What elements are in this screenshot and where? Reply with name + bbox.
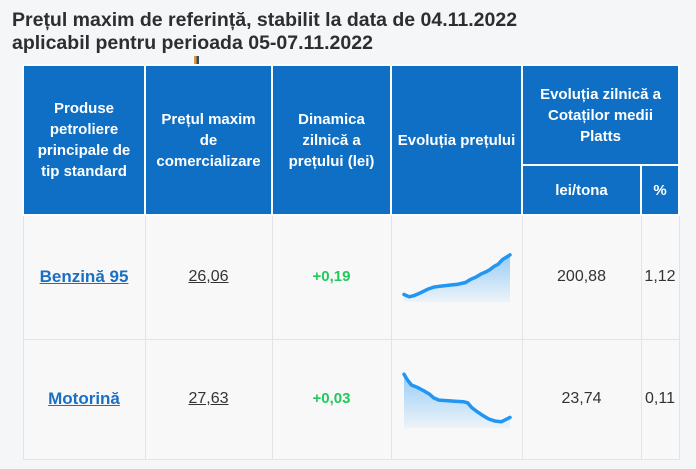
page-title: Prețul maxim de referință, stabilit la d… <box>0 0 696 55</box>
price-table-container: Produse petroliere principale de tip sta… <box>22 64 696 460</box>
table-row-benzina: Benzină 95 26,06 +0,19 200,88 1,12 <box>22 214 680 340</box>
cell-sparkline <box>390 214 523 340</box>
cell-platts-pct: 1,12 <box>640 214 680 340</box>
page-title-line1: Prețul maxim de referință, stabilit la d… <box>12 9 518 31</box>
price-table: Produse petroliere principale de tip sta… <box>22 64 680 460</box>
header-platts-group: Evoluția zilnică a Cotaților medii Platt… <box>521 64 680 166</box>
header-price-evolution: Evoluția prețului <box>390 64 523 216</box>
cell-product: Benzină 95 <box>22 214 146 340</box>
price-sparkline-motorina <box>401 372 512 428</box>
cell-max-price: 26,06 <box>144 214 273 340</box>
text-caret-artifact <box>194 56 199 64</box>
max-price-link-motorina[interactable]: 27,63 <box>188 390 229 407</box>
cell-daily-change: +0,19 <box>271 214 392 340</box>
cell-platts-pct: 0,11 <box>640 338 680 460</box>
cell-product: Motorină <box>22 338 146 460</box>
cell-sparkline <box>390 338 523 460</box>
cell-platts-lei: 200,88 <box>521 214 642 340</box>
daily-change-benzina: +0,19 <box>312 268 351 286</box>
cell-max-price: 27,63 <box>144 338 273 460</box>
price-sparkline-benzina <box>401 253 512 303</box>
table-row-motorina: Motorină 27,63 +0,03 23,74 0,11 <box>22 338 680 460</box>
daily-change-motorina: +0,03 <box>312 390 351 407</box>
product-link-motorina[interactable]: Motorină <box>48 389 120 408</box>
header-platts-lei: lei/tona <box>521 164 642 216</box>
header-platts-pct: % <box>640 164 680 216</box>
max-price-link-benzina[interactable]: 26,06 <box>188 268 229 286</box>
product-link-benzina[interactable]: Benzină 95 <box>39 267 129 287</box>
cell-daily-change: +0,03 <box>271 338 392 460</box>
page-title-line2: aplicabil pentru perioada 05-07.11.2022 <box>12 32 373 54</box>
cell-platts-lei: 23,74 <box>521 338 642 460</box>
header-max-price: Prețul maxim de comercializare <box>144 64 273 216</box>
header-products: Produse petroliere principale de tip sta… <box>22 64 146 216</box>
header-daily-dynamic: Dinamica zilnică a prețului (lei) <box>271 64 392 216</box>
